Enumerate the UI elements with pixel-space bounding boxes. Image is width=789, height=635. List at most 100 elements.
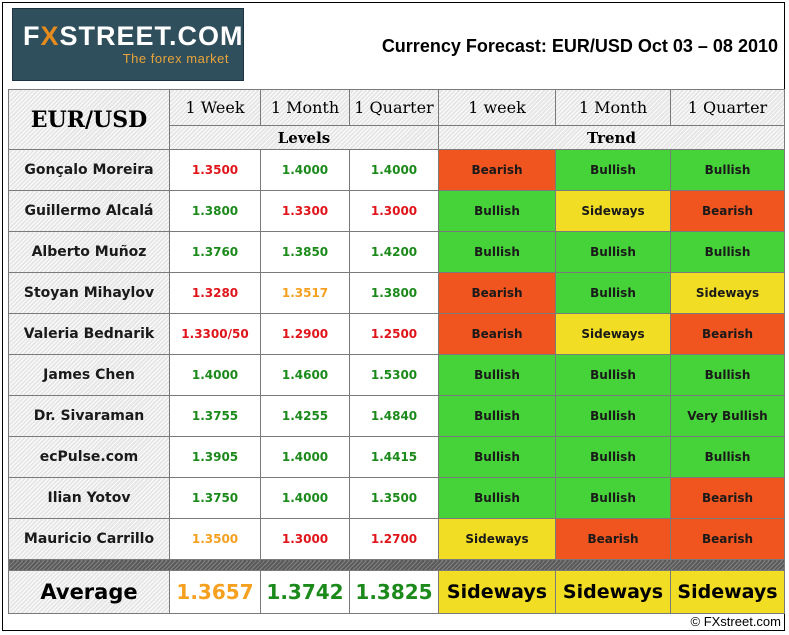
analyst-name: Dr. Sivaraman bbox=[8, 395, 170, 437]
level-cell: 1.4000 bbox=[349, 149, 439, 191]
level-cell: 1.3517 bbox=[260, 272, 350, 314]
trend-cell: Bullish bbox=[555, 231, 671, 273]
analyst-name: Mauricio Carrillo bbox=[8, 518, 170, 560]
trend-cell: Sideways bbox=[555, 313, 671, 355]
level-cell: 1.3000 bbox=[349, 190, 439, 232]
logo-tagline: The forex market bbox=[122, 51, 229, 66]
trend-cell: Bullish bbox=[438, 354, 556, 396]
analyst-name: James Chen bbox=[8, 354, 170, 396]
table-row: Dr. Sivaraman 1.3755 1.4255 1.4840 Bullish Bu… bbox=[8, 395, 785, 437]
level-cell: 1.4415 bbox=[349, 436, 439, 478]
copyright-credit: © FXstreet.com bbox=[690, 614, 782, 629]
average-label: Average bbox=[8, 570, 170, 614]
trend-cell: Bullish bbox=[670, 354, 785, 396]
logo-x: X bbox=[40, 21, 60, 51]
col-header-trend-quarter: 1 Quarter bbox=[670, 89, 785, 126]
separator-bar bbox=[8, 559, 785, 571]
level-cell: 1.4000 bbox=[169, 354, 261, 396]
table-row: ecPulse.com 1.3905 1.4000 1.4415 Bullish Bull… bbox=[8, 436, 785, 478]
table-row: James Chen 1.4000 1.4600 1.5300 Bullish Bulli… bbox=[8, 354, 785, 396]
col-header-levels-quarter: 1 Quarter bbox=[349, 89, 439, 126]
average-trend-cell: Sideways bbox=[555, 570, 671, 614]
trend-cell: Bullish bbox=[670, 436, 785, 478]
trend-cell: Bearish bbox=[670, 477, 785, 519]
table-row: Ilian Yotov 1.3750 1.4000 1.3500 Bullish Bull… bbox=[8, 477, 785, 519]
trend-cell: Sideways bbox=[555, 190, 671, 232]
average-row: Average 1.3657 1.3742 1.3825 Sideways Sideway… bbox=[8, 570, 785, 614]
level-cell: 1.3280 bbox=[169, 272, 261, 314]
trend-cell: Bearish bbox=[670, 190, 785, 232]
trend-cell: Bullish bbox=[555, 354, 671, 396]
analyst-name: Stoyan Mihaylov bbox=[8, 272, 170, 314]
level-cell: 1.3500 bbox=[349, 477, 439, 519]
level-cell: 1.3000 bbox=[260, 518, 350, 560]
trend-cell: Bullish bbox=[438, 190, 556, 232]
table-row: Gonçalo Moreira 1.3500 1.4000 1.4000 Bearish… bbox=[8, 149, 785, 191]
trend-cell: Bullish bbox=[438, 395, 556, 437]
trend-cell: Bearish bbox=[670, 518, 785, 560]
table-row: Guillermo Alcalá 1.3800 1.3300 1.3000 Bullis… bbox=[8, 190, 785, 232]
level-cell: 1.3760 bbox=[169, 231, 261, 273]
level-cell: 1.4255 bbox=[260, 395, 350, 437]
trend-cell: Bullish bbox=[555, 272, 671, 314]
analyst-name: Gonçalo Moreira bbox=[8, 149, 170, 191]
trend-cell: Bullish bbox=[438, 436, 556, 478]
table-row: Stoyan Mihaylov 1.3280 1.3517 1.3800 Bearish… bbox=[8, 272, 785, 314]
col-header-trend-week: 1 week bbox=[438, 89, 556, 126]
pair-header: EUR/USD bbox=[8, 89, 170, 150]
trend-cell: Bullish bbox=[555, 149, 671, 191]
level-cell: 1.3800 bbox=[169, 190, 261, 232]
average-level-cell: 1.3742 bbox=[260, 570, 350, 614]
trend-cell: Bullish bbox=[438, 231, 556, 273]
col-header-levels-week: 1 Week bbox=[169, 89, 261, 126]
level-cell: 1.4840 bbox=[349, 395, 439, 437]
level-cell: 1.3750 bbox=[169, 477, 261, 519]
trend-cell: Bearish bbox=[670, 313, 785, 355]
level-cell: 1.2500 bbox=[349, 313, 439, 355]
trend-cell: Bearish bbox=[438, 313, 556, 355]
trend-cell: Very Bullish bbox=[670, 395, 785, 437]
level-cell: 1.4200 bbox=[349, 231, 439, 273]
col-header-levels-month: 1 Month bbox=[260, 89, 350, 126]
level-cell: 1.3800 bbox=[349, 272, 439, 314]
logo-inner: FXSTREET.COM The forex market bbox=[23, 21, 243, 66]
level-cell: 1.4000 bbox=[260, 477, 350, 519]
trend-cell: Bullish bbox=[555, 477, 671, 519]
analyst-name: ecPulse.com bbox=[8, 436, 170, 478]
trend-cell: Bearish bbox=[438, 149, 556, 191]
table-row: Mauricio Carrillo 1.3500 1.3000 1.2700 Sidew… bbox=[8, 518, 785, 560]
average-level-cell: 1.3657 bbox=[169, 570, 261, 614]
logo-wordmark: FXSTREET.COM bbox=[23, 21, 244, 51]
level-cell: 1.4000 bbox=[260, 436, 350, 478]
table-row: Valeria Bednarik 1.3300/50 1.2900 1.2500 Bea… bbox=[8, 313, 785, 355]
group-header-row: Levels Trend bbox=[9, 125, 785, 150]
fxstreet-logo: FXSTREET.COM The forex market bbox=[12, 8, 244, 81]
logo-rest: STREET.COM bbox=[59, 21, 244, 51]
trend-cell: Bullish bbox=[670, 231, 785, 273]
separator-row bbox=[8, 559, 785, 571]
level-cell: 1.3300/50 bbox=[169, 313, 261, 355]
level-cell: 1.4000 bbox=[260, 149, 350, 191]
level-cell: 1.3300 bbox=[260, 190, 350, 232]
trend-cell: Bullish bbox=[670, 149, 785, 191]
level-cell: 1.3755 bbox=[169, 395, 261, 437]
average-trend-cell: Sideways bbox=[438, 570, 556, 614]
trend-cell: Sideways bbox=[670, 272, 785, 314]
level-cell: 1.3500 bbox=[169, 518, 261, 560]
trend-group-header: Trend bbox=[438, 125, 785, 150]
average-level-cell: 1.3825 bbox=[349, 570, 439, 614]
trend-cell: Bullish bbox=[555, 436, 671, 478]
level-cell: 1.2700 bbox=[349, 518, 439, 560]
analyst-name: Guillermo Alcalá bbox=[8, 190, 170, 232]
level-cell: 1.3500 bbox=[169, 149, 261, 191]
logo-prefix: F bbox=[23, 21, 41, 51]
level-cell: 1.4600 bbox=[260, 354, 350, 396]
average-trend-cell: Sideways bbox=[670, 570, 785, 614]
trend-cell: Sideways bbox=[438, 518, 556, 560]
analyst-name: Ilian Yotov bbox=[8, 477, 170, 519]
levels-group-header: Levels bbox=[169, 125, 439, 150]
analyst-name: Valeria Bednarik bbox=[8, 313, 170, 355]
trend-cell: Bearish bbox=[438, 272, 556, 314]
header-row: EUR/USD 1 Week 1 Month 1 Quarter 1 week … bbox=[8, 89, 785, 150]
